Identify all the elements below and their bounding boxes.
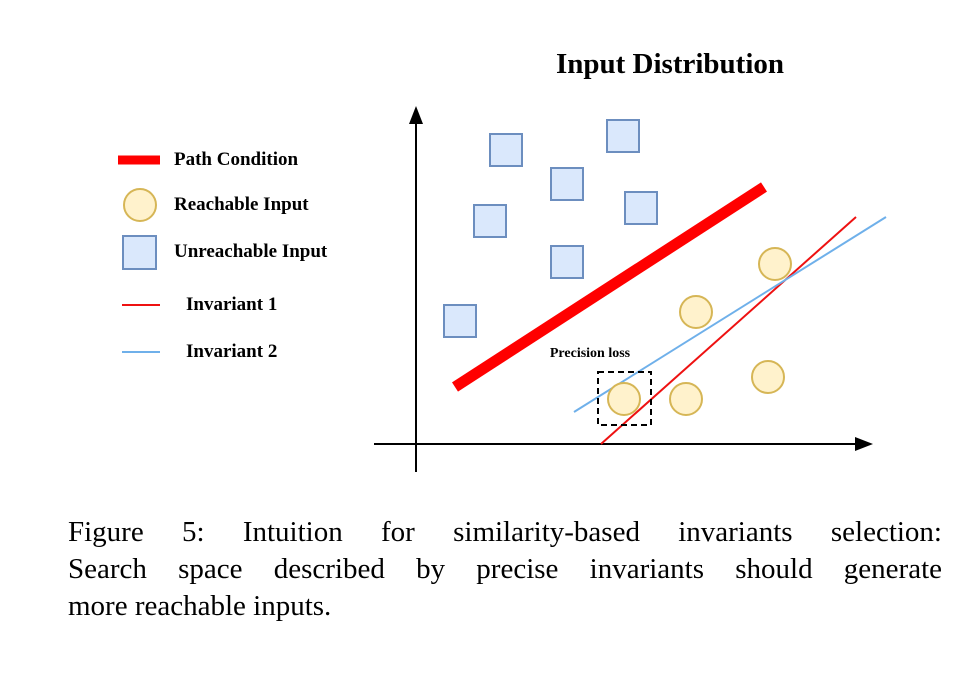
caption-line-1: Figure 5: Intuition for similarity-based…	[68, 516, 942, 548]
unreachable-input	[443, 304, 477, 338]
precision-loss-label: Precision loss	[550, 346, 631, 361]
unreachable-input	[473, 204, 507, 238]
reachable-circle-swatch	[123, 188, 157, 222]
legend-label-path-condition: Path Condition	[174, 149, 299, 170]
figure-caption: Figure 5: Intuition for similarity-based…	[68, 514, 942, 625]
y-axis-arrowhead	[409, 106, 423, 124]
unreachable-input	[550, 245, 584, 279]
x-axis-arrowhead	[855, 437, 873, 451]
unreachable-input	[606, 119, 640, 153]
reachable-input	[679, 295, 713, 329]
invariant2-line-swatch	[122, 351, 160, 353]
reachable-input	[751, 360, 785, 394]
legend-label-unreachable: Unreachable Input	[174, 241, 328, 262]
legend-item-invariant2: Invariant 2	[116, 332, 396, 372]
caption-line-3: more reachable inputs.	[68, 590, 332, 622]
invariant2-line	[573, 216, 887, 413]
reachable-input	[669, 382, 703, 416]
unreachable-square-swatch	[122, 235, 157, 270]
unreachable-input	[489, 133, 523, 167]
diagram-title: Input Distribution	[555, 48, 785, 80]
invariant1-line	[600, 216, 857, 445]
legend-label-invariant1: Invariant 1	[186, 294, 278, 315]
reachable-input	[758, 247, 792, 281]
legend-label-invariant2: Invariant 2	[186, 341, 278, 362]
reachable-input	[607, 382, 641, 416]
legend-item-unreachable: Unreachable Input	[116, 232, 396, 272]
invariant1-line-swatch	[122, 304, 160, 306]
path-condition-line	[452, 182, 767, 392]
unreachable-input	[550, 167, 584, 201]
legend: Path Condition Reachable Input Unreachab…	[116, 140, 396, 380]
legend-item-reachable: Reachable Input	[116, 185, 396, 225]
legend-item-invariant1: Invariant 1	[116, 285, 396, 325]
precision-loss-box	[597, 371, 652, 426]
path-condition-swatch	[118, 155, 160, 165]
caption-line-2: Search space described by precise invari…	[68, 553, 942, 585]
legend-label-reachable: Reachable Input	[174, 194, 309, 215]
legend-item-path-condition: Path Condition	[116, 140, 396, 180]
unreachable-input	[624, 191, 658, 225]
